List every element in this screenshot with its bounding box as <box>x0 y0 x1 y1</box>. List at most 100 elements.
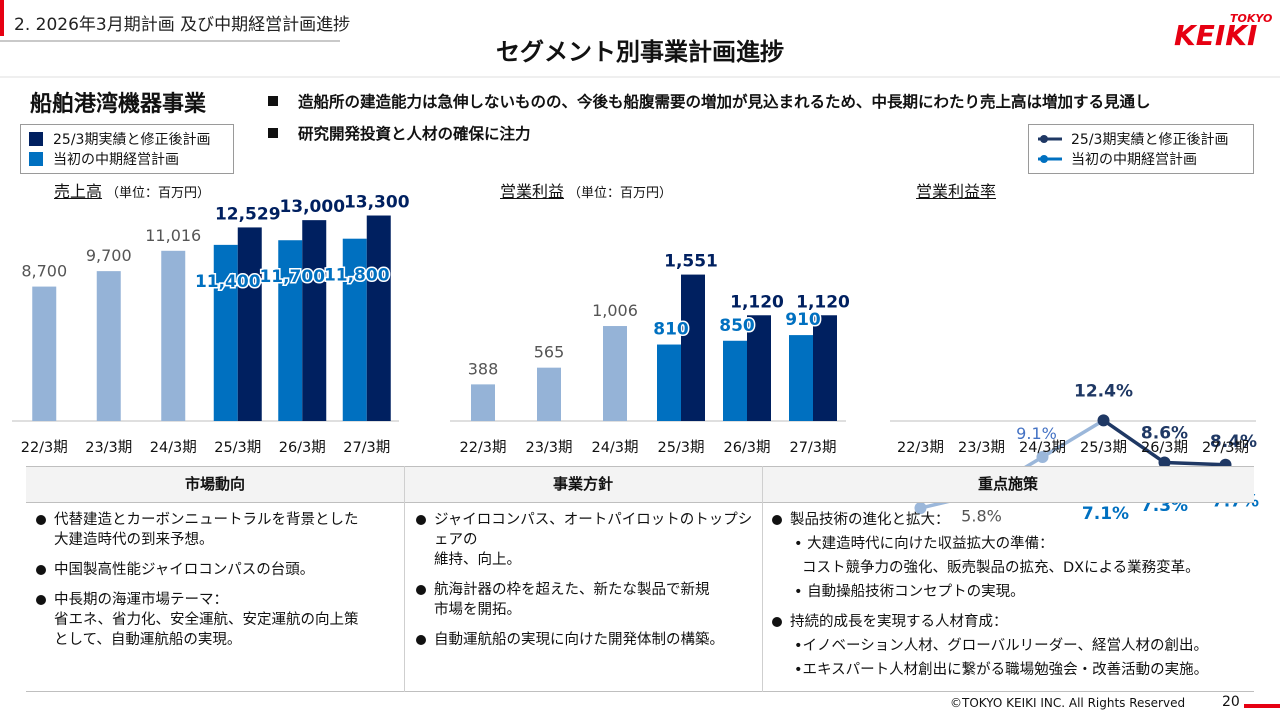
bullet-icon <box>772 617 782 627</box>
x-tick-label: 22/3期 <box>459 439 506 456</box>
list-item: 中国製高性能ジャイロコンパスの台頭。 <box>36 560 400 580</box>
square-bullet-icon <box>268 96 278 106</box>
list-item: 自動運航船の実現に向けた開発体制の構築。 <box>416 630 760 650</box>
legend-line-actual-icon <box>1038 135 1062 143</box>
item-line: 市場を開拓。 <box>434 602 521 618</box>
page-number: 20 <box>1222 694 1240 710</box>
x-tick-label: 25/3期 <box>657 439 704 456</box>
sub-item: コスト競争力の強化、販売製品の拡充、DXによる業務変革。 <box>802 560 1200 576</box>
sub-item: •イノベーション人材、グローバルリーダー、経営人材の創出。 <box>794 638 1208 654</box>
profit-chart-title: 営業利益 （単位：百万円） <box>500 178 672 202</box>
list-item: 持続的成長を実現する人材育成： <box>772 612 1252 632</box>
bar-initial-plan <box>657 344 681 421</box>
table-divider <box>762 466 763 692</box>
x-tick-label: 27/3期 <box>789 439 836 456</box>
legend-label: 25/3期実績と修正後計画 <box>53 132 211 148</box>
item-line: 大建造時代の到来予想。 <box>54 532 214 548</box>
key-points: 造船所の建造能力は急伸しないものの、今後も船腹需要の増加が見込まれるため、中長期… <box>268 90 1151 154</box>
item-line: 持続的成長を実現する人材育成： <box>790 614 1008 630</box>
item-line: 製品技術の進化と拡大： <box>790 512 950 528</box>
sales-chart-title: 売上高 （単位：百万円） <box>54 178 210 202</box>
strategy-table: 市場動向 事業方針 重点施策 代替建造とカーボンニュートラルを背景とした 大建造時… <box>26 466 1254 692</box>
key-point-text: 造船所の建造能力は急伸しないものの、今後も船腹需要の増加が見込まれるため、中長期… <box>298 93 1151 111</box>
x-tick-label: 26/3期 <box>1141 439 1188 456</box>
data-label-actual: 12,529 <box>215 204 281 224</box>
data-label-initial: 850 <box>719 316 755 336</box>
line-segment-actual <box>1102 418 1166 464</box>
bar-actual <box>237 227 262 421</box>
data-label: 388 <box>468 359 499 378</box>
legend-item-initial: 当初の中期経営計画 <box>1037 149 1245 169</box>
key-point: 造船所の建造能力は急伸しないものの、今後も船腹需要の増加が見込まれるため、中長期… <box>268 90 1151 112</box>
header-market: 市場動向 <box>26 466 404 502</box>
data-label-actual: 12.4% <box>1074 381 1133 401</box>
item-line: として、自動運航船の実現。 <box>54 632 242 648</box>
logo-small-text: TOKYO <box>1230 12 1272 25</box>
sub-item: • 大建造時代に向けた収益拡大の準備： <box>794 536 1054 552</box>
market-column: 代替建造とカーボンニュートラルを背景とした 大建造時代の到来予想。 中国製高性能ジ… <box>36 510 400 660</box>
item-line: 中国製高性能ジャイロコンパスの台頭。 <box>54 562 315 578</box>
page-accent-bar <box>1244 704 1280 708</box>
key-point: 研究開発投資と人材の確保に注力 <box>268 122 1151 144</box>
data-label-actual: 5.8% <box>961 507 1002 526</box>
data-label-actual: 13,300 <box>344 193 410 213</box>
legend-swatch-actual <box>29 132 43 146</box>
bar-past <box>471 384 495 421</box>
data-label-actual: 8.4% <box>1210 432 1257 452</box>
x-tick-label: 23/3期 <box>958 439 1005 456</box>
bar-past <box>32 286 57 421</box>
table-top-rule <box>26 466 1254 467</box>
sub-item: •エキスパート人材創出に繋がる職場勉強会・改善活動の実施。 <box>794 662 1209 678</box>
x-tick-label: 25/3期 <box>1080 439 1127 456</box>
data-label-initial: 910 <box>785 310 821 330</box>
item-line: 代替建造とカーボンニュートラルを背景とした <box>54 512 359 528</box>
legend-swatch-initial <box>29 152 43 166</box>
data-label-initial: 11,400 <box>195 272 261 292</box>
list-item: 代替建造とカーボンニュートラルを背景とした 大建造時代の到来予想。 <box>36 510 400 550</box>
bullet-icon <box>36 515 46 525</box>
bullet-icon <box>416 585 426 595</box>
data-label-actual: 13,000 <box>279 197 345 217</box>
chart-unit: （単位：百万円） <box>568 186 673 201</box>
tokyo-keiki-logo: TOKYO KEIKI <box>1174 12 1272 48</box>
table-divider <box>404 466 405 692</box>
header-measures: 重点施策 <box>762 466 1254 502</box>
bar-actual <box>747 315 771 421</box>
bar-actual <box>366 215 391 421</box>
point-actual <box>1036 450 1049 463</box>
item-line: 省エネ、省力化、安全運航、安定運航の向上策 <box>54 612 359 628</box>
data-label: 8,700 <box>21 262 67 281</box>
item-line: 維持、向上。 <box>434 552 521 568</box>
section-title: 2. 2026年3月期計画 及び中期経営計画進捗 <box>14 15 351 35</box>
data-label: 11,016 <box>145 226 201 245</box>
chart-title-text: 営業利益率 <box>916 182 997 201</box>
legend-bars: 25/3期実績と修正後計画 当初の中期経営計画 <box>20 124 234 174</box>
legend-item-initial: 当初の中期経営計画 <box>29 149 225 169</box>
bullet-icon <box>36 565 46 575</box>
line-segment-past <box>1041 418 1105 459</box>
logo-big-text: KEIKI <box>1174 19 1257 48</box>
policy-column: ジャイロコンパス、オートパイロットのトップシェアの 維持、向上。 航海計器の枠を超… <box>416 510 760 660</box>
header-divider <box>0 76 1280 78</box>
x-tick-label: 24/3期 <box>591 439 638 456</box>
x-tick-label: 23/3期 <box>525 439 572 456</box>
chart-unit: （単位：百万円） <box>106 186 211 201</box>
page-title: セグメント別事業計画進捗 <box>496 38 784 66</box>
chart-title-text: 営業利益 <box>500 182 565 201</box>
bullet-icon <box>416 635 426 645</box>
data-label-actual: 1,551 <box>664 252 718 272</box>
legend-line-initial-icon <box>1038 155 1062 163</box>
bar-past <box>603 326 627 421</box>
legend-line: 25/3期実績と修正後計画 当初の中期経営計画 <box>1028 124 1254 174</box>
x-tick-label: 24/3期 <box>150 439 197 456</box>
bar-initial-plan <box>342 238 367 421</box>
data-label-actual: 8.6% <box>1141 424 1188 444</box>
key-point-text: 研究開発投資と人材の確保に注力 <box>298 125 531 143</box>
x-tick-label: 26/3期 <box>723 439 770 456</box>
point-actual <box>1158 456 1171 469</box>
section-rule <box>0 40 340 42</box>
data-label-initial: 810 <box>653 320 689 340</box>
legend-item-actual: 25/3期実績と修正後計画 <box>29 129 225 149</box>
item-line: 自動運航船の実現に向けた開発体制の構築。 <box>434 632 724 648</box>
data-label-actual: 1,120 <box>796 292 850 312</box>
